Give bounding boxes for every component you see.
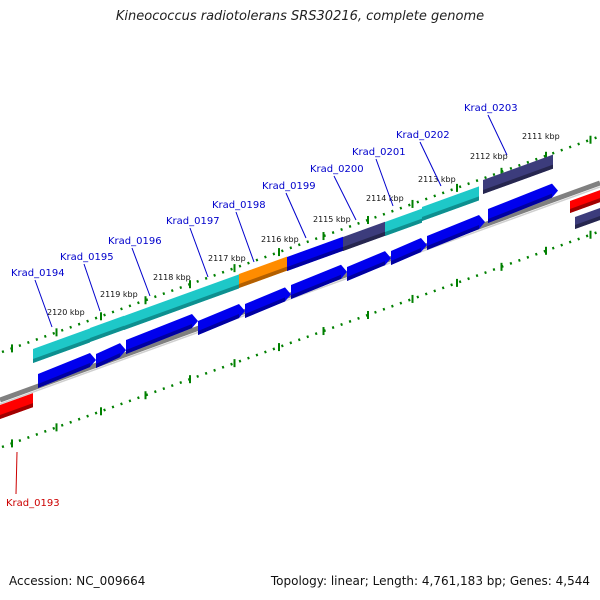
cds-arrow-shade [245, 297, 285, 318]
accession-text: Accession: NC_009664 [9, 574, 146, 588]
tick-labels: 2111 kbp 2112 kbp 2113 kbp 2114 kbp 2115 kbp… [47, 132, 560, 317]
tick-label: 2119 kbp [100, 290, 138, 299]
cds-arrow-shade [126, 323, 192, 354]
gene-label[interactable]: Krad_0197 [166, 216, 220, 227]
gene-label[interactable]: Krad_0200 [310, 164, 364, 175]
gene-labels: Krad_0203 Krad_0202 Krad_0201 Krad_0200 Krad… [6, 103, 518, 509]
cds-arrow-shade [347, 261, 385, 281]
gene-block-gene-shade [385, 218, 422, 236]
gene-block-gene-shade [124, 301, 193, 330]
gene-label-leader [189, 227, 209, 278]
tick-label: 2113 kbp [418, 175, 456, 184]
gene-block-gene-shade [193, 284, 239, 305]
genome-summary: Topology: linear; Length: 4,761,183 bp; … [270, 574, 590, 588]
feature-other-shade [570, 198, 600, 213]
gene-label-leader [419, 141, 442, 187]
tick-label: 2112 kbp [470, 152, 508, 161]
feature-other-shade [0, 403, 33, 419]
feature-dark-shade [575, 215, 600, 229]
cds-arrow-shade [198, 314, 239, 335]
gene-label[interactable]: Krad_0193 [6, 498, 60, 509]
gene-label-leader [131, 247, 151, 297]
genome-backbone-shadow [0, 186, 600, 405]
gene-block-gene-shade [422, 196, 479, 221]
gene-label[interactable]: Krad_0198 [212, 200, 266, 211]
gene-label-leader [34, 279, 53, 328]
tick-track-top [1, 135, 599, 354]
tick-marks-bottom [11, 230, 592, 448]
gene-label-leader [375, 158, 394, 207]
gene-block-gene-shade [90, 325, 124, 342]
cds-arrow-shade [427, 225, 479, 250]
gene-label-leaders [15, 114, 508, 495]
gene-block-gene-shade [33, 338, 90, 363]
gene-label[interactable]: Krad_0202 [396, 130, 450, 141]
gene-label[interactable]: Krad_0199 [262, 181, 316, 192]
gene-block-gene_dark-shade [483, 164, 553, 194]
map-title: Kineococcus radiotolerans SRS30216, comp… [115, 9, 485, 24]
tick-label: 2118 kbp [153, 273, 191, 282]
gene-block-orange-shade [239, 266, 287, 288]
tick-track-bottom [1, 230, 599, 449]
tick-label: 2114 kbp [366, 194, 404, 203]
tick-label: 2111 kbp [522, 132, 560, 141]
cds-arrow-shade [291, 274, 341, 299]
cds-arrow-shade [488, 193, 552, 223]
gene-label[interactable]: Krad_0201 [352, 147, 406, 158]
feature-tracks [0, 154, 600, 419]
tick-label: 2115 kbp [313, 215, 351, 224]
gene-label-leader [235, 211, 255, 263]
gene-block-gene_dark-shade [343, 231, 385, 251]
gene-block-cds-shade [287, 246, 343, 271]
gene-label-leader [285, 192, 307, 239]
gene-label-leader [487, 114, 508, 156]
tick-marks-top [11, 135, 592, 353]
gene-label[interactable]: Krad_0195 [60, 252, 114, 263]
cds-arrow-shade [96, 353, 120, 368]
gene-label-leader [83, 263, 101, 312]
tick-label: 2116 kbp [261, 235, 299, 244]
gene-label[interactable]: Krad_0203 [464, 103, 518, 114]
gene-label-leader [15, 451, 18, 495]
gene-label-leader [333, 175, 357, 221]
tick-label: 2120 kbp [47, 308, 85, 317]
cds-arrow-shade [391, 247, 421, 265]
cds-arrow-shade [38, 363, 90, 388]
gene-label[interactable]: Krad_0194 [11, 268, 65, 279]
tick-label: 2117 kbp [208, 254, 246, 263]
gene-label[interactable]: Krad_0196 [108, 236, 162, 247]
